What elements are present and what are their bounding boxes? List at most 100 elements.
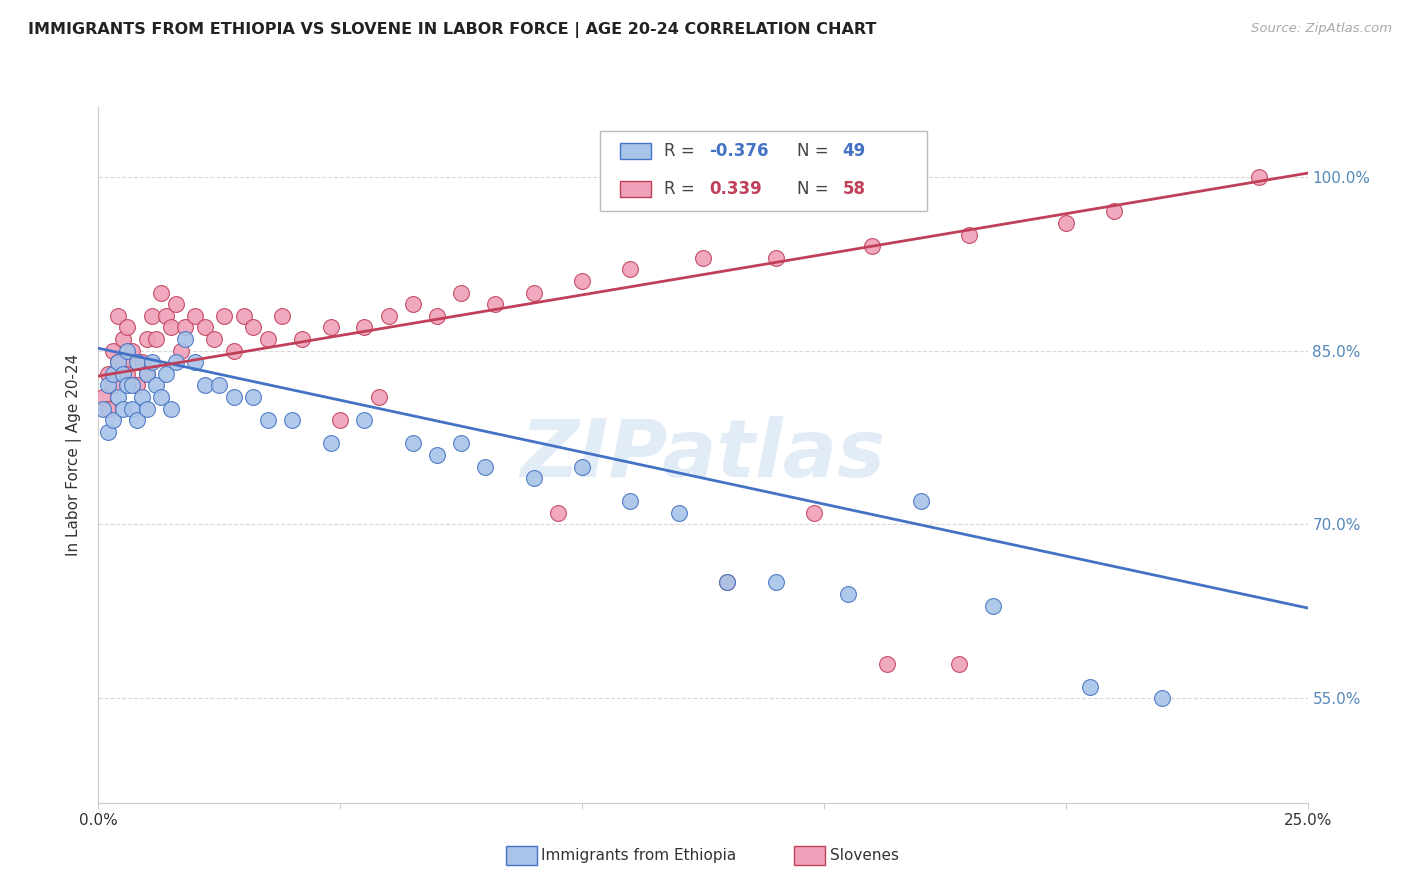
Text: R =: R = — [664, 180, 704, 198]
Point — [450, 285, 472, 300]
Point — [131, 390, 153, 404]
Point — [716, 575, 738, 590]
Point — [141, 309, 163, 323]
Point — [1102, 204, 1125, 219]
Point — [571, 459, 593, 474]
Point — [145, 332, 167, 346]
Point — [803, 506, 825, 520]
Point — [155, 367, 177, 381]
Point — [1078, 680, 1101, 694]
Point — [547, 506, 569, 520]
Text: Slovenes: Slovenes — [830, 848, 898, 863]
Point — [194, 378, 217, 392]
Point — [174, 320, 197, 334]
Text: Source: ZipAtlas.com: Source: ZipAtlas.com — [1251, 22, 1392, 36]
Point — [981, 599, 1004, 613]
Point — [1054, 216, 1077, 230]
Point — [1152, 691, 1174, 706]
Point — [91, 401, 114, 416]
Point — [957, 227, 980, 242]
Text: R =: R = — [664, 142, 700, 160]
Point — [97, 367, 120, 381]
Point — [101, 378, 124, 392]
Point — [135, 332, 157, 346]
Point — [97, 378, 120, 392]
Point — [127, 378, 149, 392]
Point — [242, 390, 264, 404]
Point — [290, 332, 312, 346]
Point — [107, 309, 129, 323]
Point — [91, 390, 114, 404]
Point — [97, 401, 120, 416]
Point — [135, 401, 157, 416]
Point — [426, 309, 449, 323]
Point — [353, 320, 375, 334]
Point — [135, 367, 157, 381]
Point — [111, 367, 134, 381]
Point — [145, 378, 167, 392]
Point — [135, 367, 157, 381]
Point — [194, 320, 217, 334]
Point — [319, 436, 342, 450]
Point — [402, 436, 425, 450]
Point — [837, 587, 859, 601]
Point — [184, 309, 207, 323]
Point — [121, 378, 143, 392]
Point — [101, 413, 124, 427]
Point — [860, 239, 883, 253]
Point — [716, 575, 738, 590]
Point — [765, 251, 787, 265]
Point — [910, 494, 932, 508]
Point — [204, 332, 226, 346]
Point — [107, 390, 129, 404]
Point — [474, 459, 496, 474]
Point — [155, 309, 177, 323]
Text: 49: 49 — [842, 142, 866, 160]
Point — [402, 297, 425, 311]
Text: 0.339: 0.339 — [710, 180, 762, 198]
Point — [160, 401, 183, 416]
Point — [165, 355, 187, 369]
Point — [101, 343, 124, 358]
Point — [271, 309, 294, 323]
Point — [523, 285, 546, 300]
Point — [619, 262, 641, 277]
Point — [222, 390, 245, 404]
Point — [450, 436, 472, 450]
Text: ZIPatlas: ZIPatlas — [520, 416, 886, 494]
Point — [117, 320, 139, 334]
Point — [107, 355, 129, 369]
Point — [117, 343, 139, 358]
Point — [150, 285, 173, 300]
Point — [619, 494, 641, 508]
Point — [117, 378, 139, 392]
Point — [127, 413, 149, 427]
Point — [121, 401, 143, 416]
Point — [208, 378, 231, 392]
Text: Immigrants from Ethiopia: Immigrants from Ethiopia — [541, 848, 737, 863]
Point — [232, 309, 254, 323]
Point — [117, 367, 139, 381]
Y-axis label: In Labor Force | Age 20-24: In Labor Force | Age 20-24 — [66, 354, 83, 556]
Point — [948, 657, 970, 671]
Point — [169, 343, 191, 358]
Point — [121, 343, 143, 358]
Text: -0.376: -0.376 — [710, 142, 769, 160]
Text: 58: 58 — [842, 180, 866, 198]
Point — [141, 355, 163, 369]
Point — [484, 297, 506, 311]
Point — [426, 448, 449, 462]
Bar — [600, 131, 927, 211]
Point — [131, 355, 153, 369]
Point — [329, 413, 352, 427]
Point — [150, 390, 173, 404]
Bar — [620, 144, 651, 159]
Point — [256, 413, 278, 427]
Text: IMMIGRANTS FROM ETHIOPIA VS SLOVENE IN LABOR FORCE | AGE 20-24 CORRELATION CHART: IMMIGRANTS FROM ETHIOPIA VS SLOVENE IN L… — [28, 22, 876, 38]
Point — [1249, 169, 1271, 184]
Point — [111, 401, 134, 416]
Point — [127, 355, 149, 369]
Point — [765, 575, 787, 590]
Point — [368, 390, 391, 404]
Point — [668, 506, 690, 520]
